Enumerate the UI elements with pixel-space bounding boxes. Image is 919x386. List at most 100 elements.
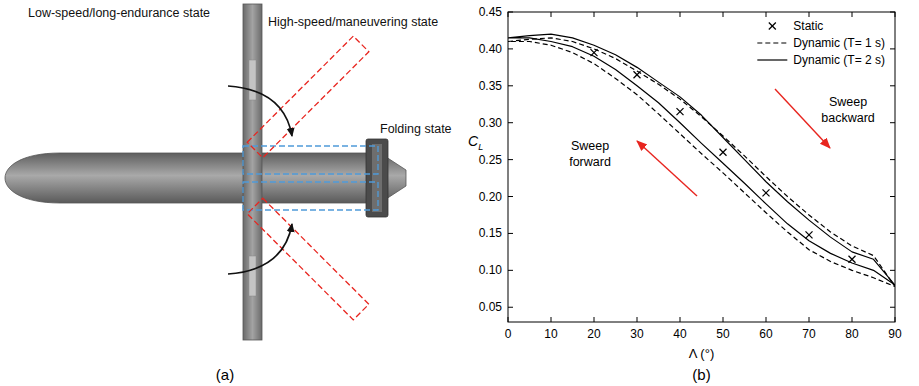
folded-wing (243, 182, 378, 210)
y-tick-label: 0.10 (479, 263, 503, 277)
swept-wing (247, 198, 369, 320)
y-tick (890, 233, 895, 234)
y-tick (508, 85, 513, 86)
y-tick (890, 270, 895, 271)
legend: Static Dynamic (T= 1 s) Dynamic (T= 2 s) (757, 19, 885, 67)
y-tick-label: 0.45 (479, 5, 503, 19)
legend-sample (757, 42, 787, 43)
fuselage (5, 153, 406, 203)
x-tick (508, 317, 509, 322)
x-tick (766, 12, 767, 17)
y-tick-label: 0.25 (479, 153, 503, 167)
y-tick (890, 307, 895, 308)
x-tick-label: 70 (802, 327, 816, 341)
y-tick (508, 12, 513, 13)
state-label: High-speed/maneuvering state (268, 15, 438, 29)
x-tick (594, 317, 595, 322)
dynamic-line (508, 34, 895, 285)
static-point (806, 231, 813, 238)
static-point (763, 189, 770, 196)
x-tick-label: 0 (505, 327, 512, 341)
x-tick-label: 20 (587, 327, 601, 341)
annotation-line: forward (569, 155, 611, 169)
legend-sample (757, 59, 787, 60)
marker-stroke (677, 108, 684, 115)
y-axis-title-part: L (478, 142, 483, 152)
dynamic-line (508, 38, 895, 287)
y-tick (890, 85, 895, 86)
annotation-line: Sweep (829, 95, 867, 109)
x-tick-label: 80 (845, 327, 859, 341)
x-tick (723, 317, 724, 322)
legend-item: Dynamic (T= 2 s) (757, 53, 885, 67)
y-tick (508, 159, 513, 160)
legend-label: Static (793, 19, 823, 33)
legend-label: Dynamic (T= 2 s) (793, 53, 885, 67)
x-tick-label: 10 (544, 327, 558, 341)
legend-item: Static (769, 19, 824, 33)
y-tick (508, 270, 513, 271)
x-tick-label: 30 (630, 327, 644, 341)
marker-stroke (763, 189, 770, 196)
x-tick (766, 317, 767, 322)
legend-label: Dynamic (T= 1 s) (793, 36, 885, 50)
aileron (249, 256, 256, 296)
marker-stroke (763, 189, 770, 196)
panel-label: (b) (692, 366, 710, 383)
y-tick (890, 12, 895, 13)
x-tick (637, 317, 638, 322)
x-tick (895, 12, 896, 17)
x-tick-label: 40 (673, 327, 687, 341)
y-tick-label: 0.35 (479, 79, 503, 93)
y-tick (508, 48, 513, 49)
y-tick (508, 196, 513, 197)
x-tick (637, 12, 638, 17)
tail (366, 139, 388, 217)
y-tick-label: 0.40 (479, 42, 503, 56)
marker-stroke (806, 231, 813, 238)
marker-stroke (769, 23, 776, 30)
wing (243, 4, 262, 340)
marker-stroke (769, 23, 776, 30)
sweep-arrow (228, 224, 292, 274)
x-tick (852, 12, 853, 17)
y-tick (508, 233, 513, 234)
marker (769, 23, 776, 30)
x-tick-label: 50 (716, 327, 730, 341)
x-tick (594, 12, 595, 17)
marker-stroke (806, 231, 813, 238)
x-tick (852, 317, 853, 322)
state-label: Folding state (380, 122, 452, 136)
y-tick-label: 0.20 (479, 190, 503, 204)
annotation: Sweepbackward (821, 95, 875, 125)
state-label: Low-speed/long-endurance state (28, 6, 210, 20)
y-axis-title: CL (468, 133, 483, 152)
diagram-panel: Low-speed/long-endurance state High-speed… (5, 4, 452, 383)
x-tick (680, 12, 681, 17)
x-tick (680, 317, 681, 322)
legend-item: Dynamic (T= 1 s) (757, 36, 885, 50)
x-tick-label: 90 (888, 327, 902, 341)
static-point (720, 149, 727, 156)
folded-wing (243, 146, 378, 174)
annotation: Sweep forward (569, 139, 611, 169)
x-tick (895, 317, 896, 322)
static-point (677, 108, 684, 115)
x-axis-title: Λ (°) (689, 346, 714, 361)
chart-panel: 01020304050607080900.050.100.150.200.250… (468, 5, 902, 383)
y-tick (890, 122, 895, 123)
x-tick (809, 317, 810, 322)
aileron (249, 60, 256, 100)
marker-stroke (720, 149, 727, 156)
x-tick (551, 317, 552, 322)
annotation-line: Sweep (571, 139, 609, 153)
x-tick-label: 60 (759, 327, 773, 341)
figure: Low-speed/long-endurance state High-speed… (0, 0, 919, 386)
y-tick (890, 196, 895, 197)
x-tick (723, 12, 724, 17)
sweep-arrow (228, 86, 292, 136)
panel-label: (a) (216, 366, 234, 383)
y-tick (890, 48, 895, 49)
marker-stroke (720, 149, 727, 156)
x-tick (508, 12, 509, 17)
